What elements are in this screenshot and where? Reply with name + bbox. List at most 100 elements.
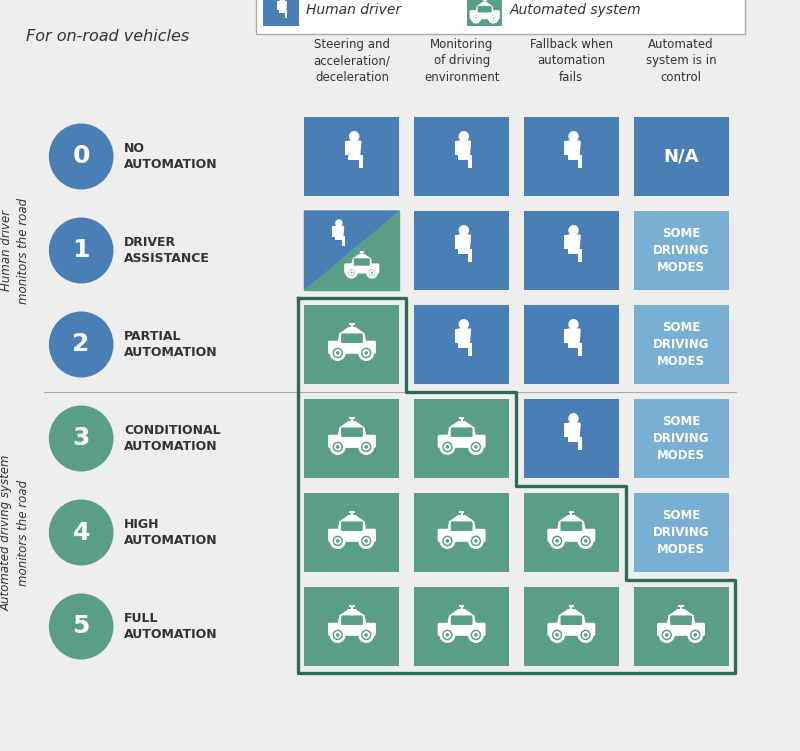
FancyBboxPatch shape [564, 140, 568, 155]
FancyBboxPatch shape [524, 305, 619, 384]
FancyBboxPatch shape [438, 623, 486, 636]
FancyBboxPatch shape [438, 435, 486, 448]
FancyBboxPatch shape [458, 155, 472, 160]
Polygon shape [338, 327, 366, 342]
Polygon shape [460, 332, 466, 339]
Circle shape [360, 346, 373, 360]
FancyBboxPatch shape [414, 211, 509, 290]
FancyBboxPatch shape [341, 521, 363, 531]
Polygon shape [558, 610, 585, 625]
Text: FULL
AUTOMATION: FULL AUTOMATION [124, 612, 218, 641]
FancyBboxPatch shape [458, 249, 472, 254]
FancyBboxPatch shape [305, 587, 399, 666]
Polygon shape [568, 423, 580, 436]
FancyBboxPatch shape [634, 117, 729, 196]
Polygon shape [570, 237, 575, 244]
Polygon shape [350, 143, 356, 150]
Polygon shape [338, 610, 366, 625]
Polygon shape [476, 3, 493, 12]
Circle shape [49, 406, 114, 472]
Polygon shape [460, 143, 466, 150]
Circle shape [49, 312, 114, 378]
FancyBboxPatch shape [334, 236, 345, 240]
FancyBboxPatch shape [561, 521, 582, 531]
Polygon shape [448, 422, 475, 437]
FancyBboxPatch shape [634, 305, 729, 384]
FancyBboxPatch shape [467, 0, 502, 26]
FancyBboxPatch shape [568, 436, 582, 442]
Circle shape [331, 440, 344, 454]
FancyBboxPatch shape [257, 0, 745, 34]
FancyBboxPatch shape [438, 529, 486, 541]
FancyBboxPatch shape [344, 264, 379, 273]
Text: Automated system: Automated system [510, 3, 642, 17]
Polygon shape [280, 3, 283, 8]
Text: SOME
DRIVING
MODES: SOME DRIVING MODES [653, 415, 710, 462]
FancyBboxPatch shape [568, 342, 582, 348]
Circle shape [331, 534, 344, 547]
FancyBboxPatch shape [305, 305, 399, 384]
Polygon shape [570, 143, 575, 150]
FancyBboxPatch shape [328, 341, 376, 354]
FancyBboxPatch shape [547, 529, 595, 541]
Circle shape [360, 628, 373, 641]
FancyBboxPatch shape [634, 493, 729, 572]
Polygon shape [458, 235, 470, 249]
Polygon shape [568, 141, 580, 155]
Polygon shape [279, 2, 286, 10]
FancyBboxPatch shape [450, 521, 473, 531]
Circle shape [360, 440, 373, 454]
Circle shape [550, 534, 564, 547]
FancyBboxPatch shape [578, 159, 582, 168]
FancyBboxPatch shape [305, 399, 399, 478]
Circle shape [49, 218, 114, 283]
FancyBboxPatch shape [458, 342, 472, 348]
FancyBboxPatch shape [634, 399, 729, 478]
FancyBboxPatch shape [305, 493, 399, 572]
Text: Automated
system is in
control: Automated system is in control [646, 38, 716, 84]
Polygon shape [558, 516, 585, 531]
FancyBboxPatch shape [414, 305, 509, 384]
FancyBboxPatch shape [414, 587, 509, 666]
FancyBboxPatch shape [478, 6, 492, 13]
Text: HIGH
AUTOMATION: HIGH AUTOMATION [124, 518, 218, 547]
Polygon shape [338, 422, 366, 437]
Circle shape [490, 14, 498, 23]
Text: 4: 4 [73, 520, 90, 544]
FancyBboxPatch shape [470, 11, 500, 20]
Polygon shape [448, 610, 475, 625]
Circle shape [49, 499, 114, 566]
Circle shape [347, 267, 356, 277]
FancyBboxPatch shape [634, 587, 729, 666]
Circle shape [568, 319, 578, 330]
FancyBboxPatch shape [561, 615, 582, 625]
Circle shape [568, 131, 578, 142]
FancyBboxPatch shape [450, 427, 473, 437]
Text: Human driver: Human driver [306, 3, 402, 17]
Polygon shape [336, 228, 340, 233]
Circle shape [441, 534, 454, 547]
Text: SOME
DRIVING
MODES: SOME DRIVING MODES [653, 321, 710, 368]
FancyBboxPatch shape [328, 435, 376, 448]
FancyBboxPatch shape [414, 399, 509, 478]
Circle shape [458, 131, 469, 142]
Circle shape [360, 534, 373, 547]
Polygon shape [568, 235, 580, 249]
FancyBboxPatch shape [564, 423, 568, 437]
FancyBboxPatch shape [277, 2, 279, 11]
Circle shape [441, 440, 454, 454]
FancyBboxPatch shape [341, 333, 363, 343]
Circle shape [331, 346, 344, 360]
Polygon shape [570, 426, 575, 433]
FancyBboxPatch shape [468, 159, 472, 168]
Text: N/A: N/A [663, 147, 698, 165]
Text: 3: 3 [73, 427, 90, 451]
Circle shape [279, 0, 286, 2]
FancyBboxPatch shape [328, 529, 376, 541]
FancyBboxPatch shape [568, 155, 582, 160]
Circle shape [568, 413, 578, 424]
FancyBboxPatch shape [342, 240, 345, 246]
FancyBboxPatch shape [328, 623, 376, 636]
Circle shape [335, 219, 342, 227]
Polygon shape [667, 610, 694, 625]
